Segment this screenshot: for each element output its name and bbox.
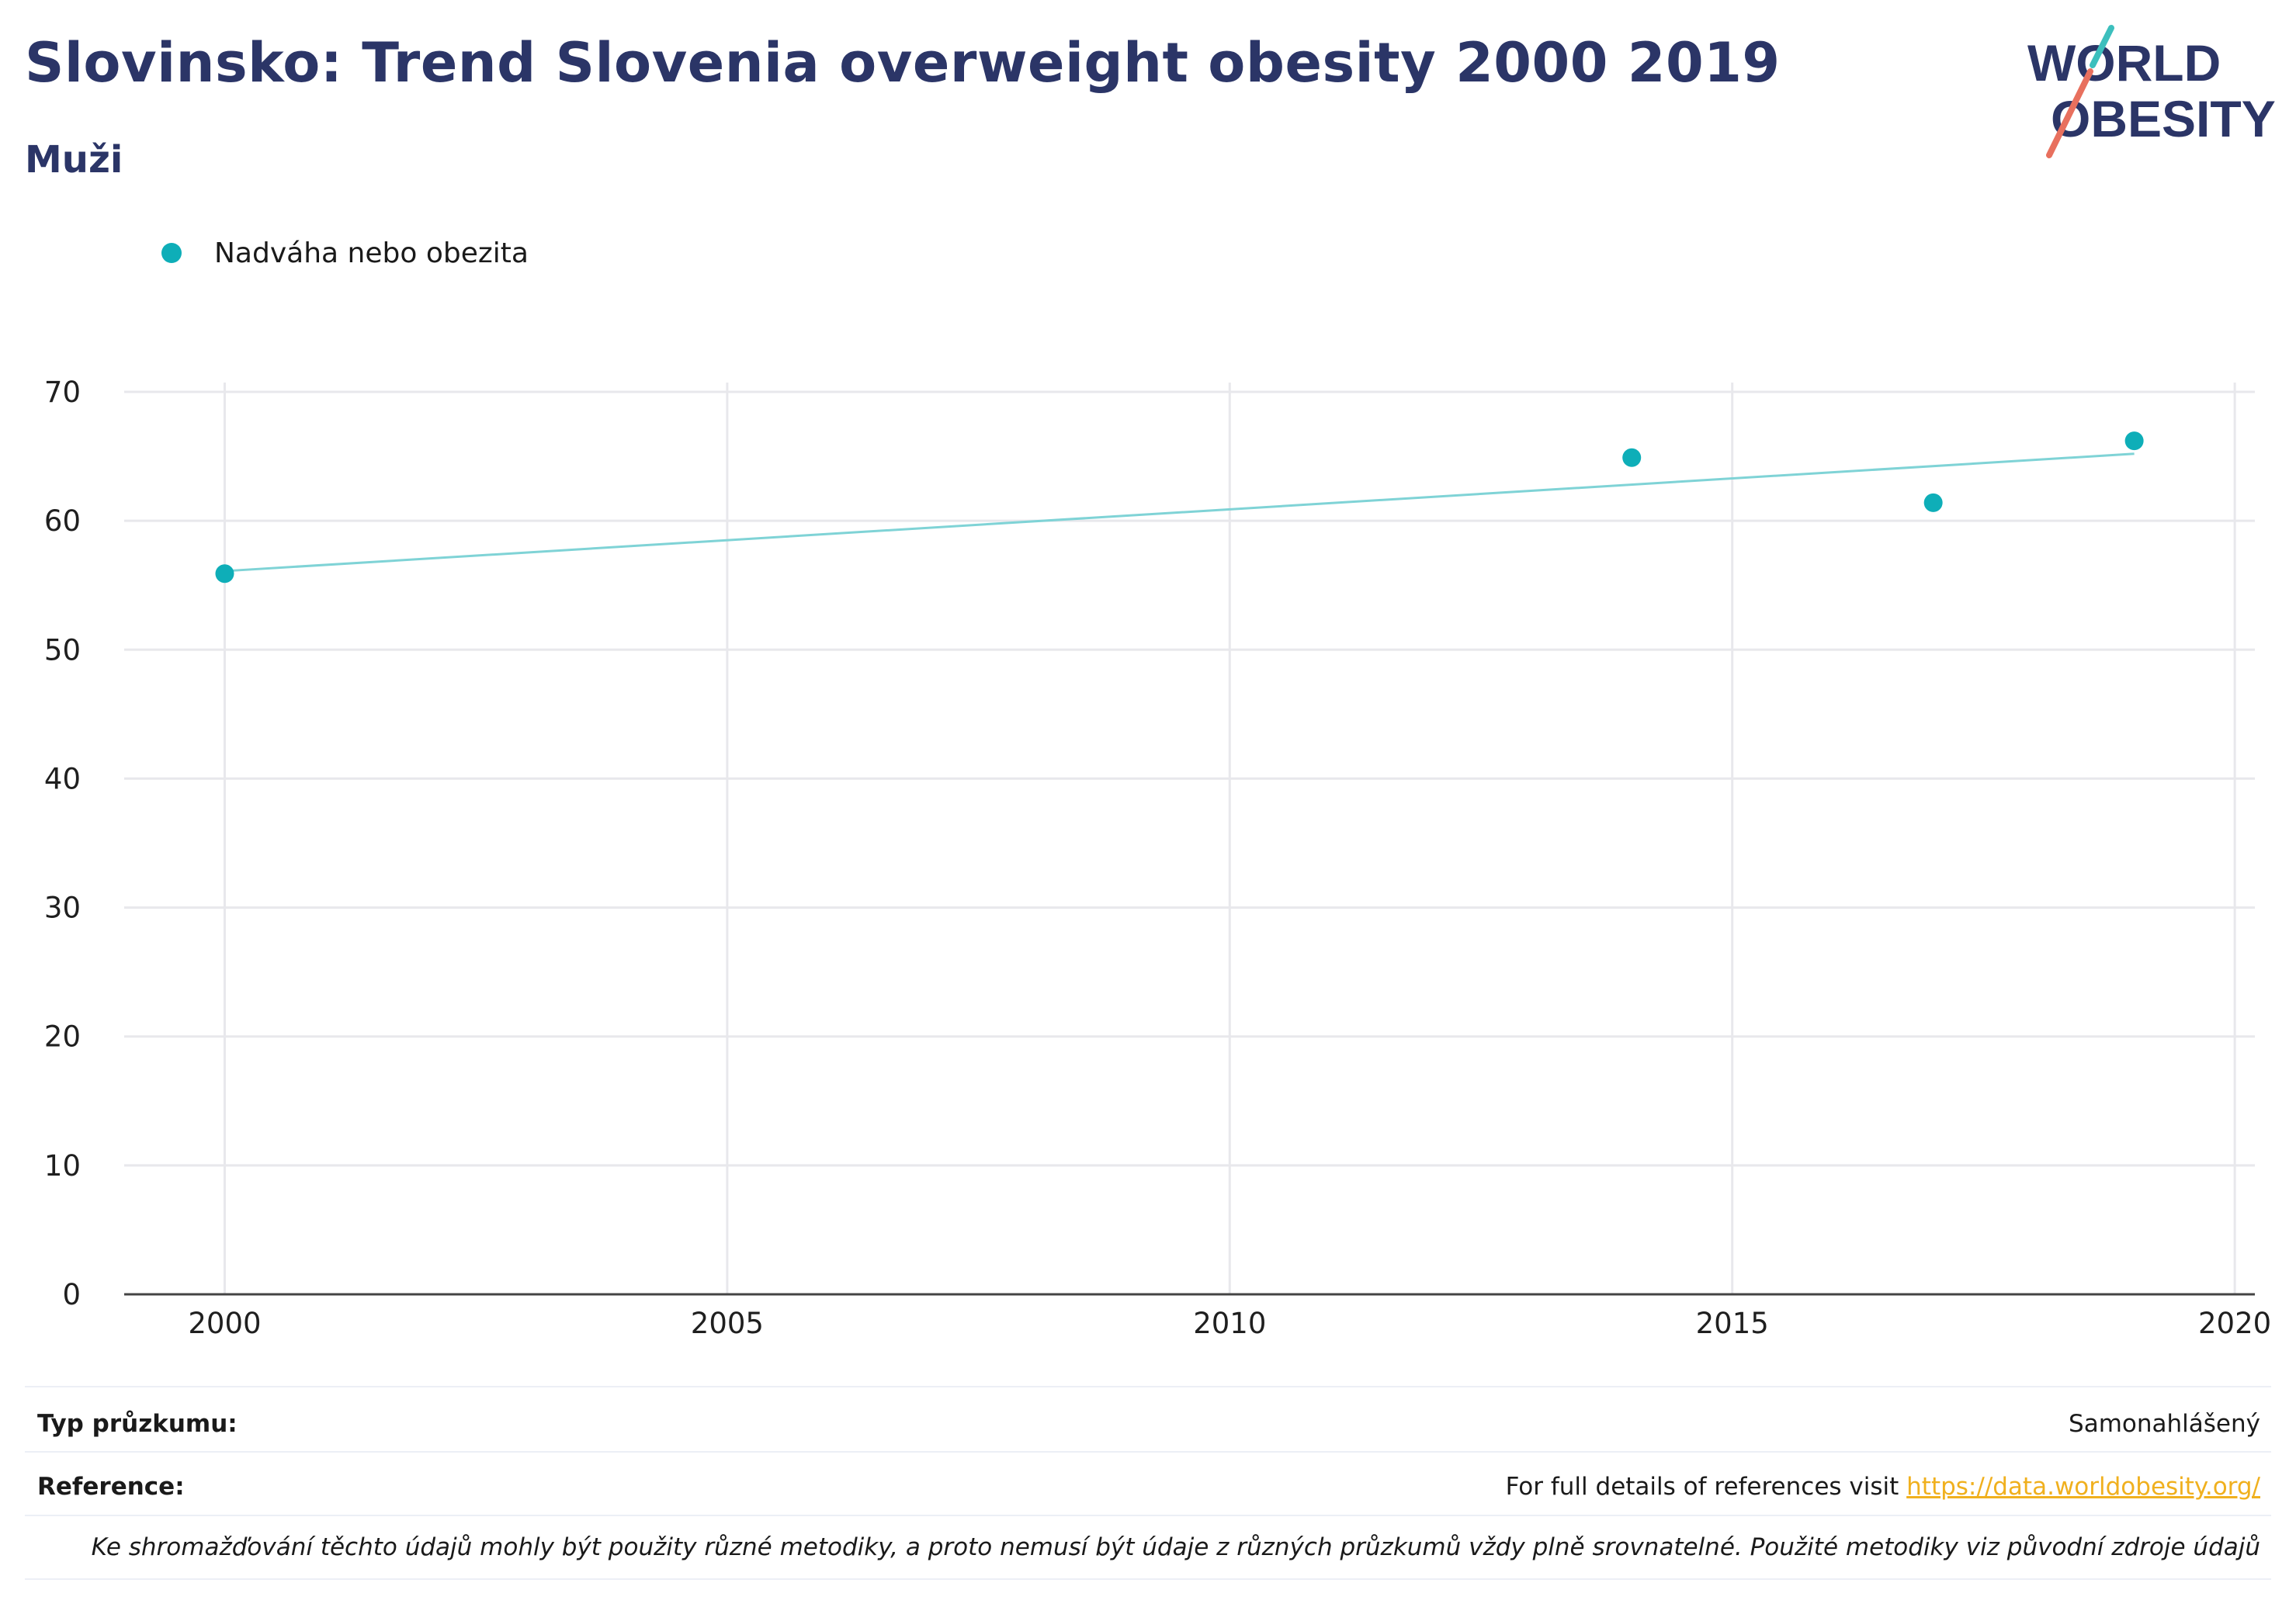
data-point [1923,493,1943,512]
logo-line-2: OBESITY [2051,90,2276,147]
survey-type-value: Samonahlášený [2069,1410,2260,1438]
y-tick-label: 20 [44,1020,81,1054]
world-obesity-logo[interactable]: WORLD OBESITY [2018,22,2282,169]
footer-divider [25,1386,2271,1387]
x-tick-label: 2015 [1696,1307,1769,1335]
legend-marker [161,243,182,263]
y-tick-label: 10 [44,1149,81,1183]
chart-subtitle: Muži [25,138,123,182]
y-tick-label: 40 [44,762,81,795]
y-tick-label: 60 [44,504,81,538]
x-tick-label: 2000 [188,1307,261,1335]
reference-row: Reference: For full details of reference… [37,1467,2260,1507]
world-obesity-logo-graphic: WORLD OBESITY [2027,25,2276,158]
reference-text: For full details of references visit [1505,1473,1907,1501]
data-point [1622,448,1642,467]
logo-teal-slash [2090,25,2114,68]
data-point [2124,431,2144,451]
data-point [215,564,234,584]
reference-value: For full details of references visit htt… [1506,1473,2260,1501]
y-tick-label: 70 [44,376,81,409]
survey-type-label: Typ průzkumu: [37,1410,238,1438]
y-tick-label: 50 [44,633,81,667]
logo-coral-slash [2046,68,2093,158]
survey-type-row: Typ průzkumu: Samonahlášený [37,1405,2260,1443]
trend-line [224,452,2135,573]
footer-divider [25,1515,2271,1516]
reference-label: Reference: [37,1473,185,1501]
y-tick-label: 30 [44,892,81,925]
chart-title: Slovinsko: Trend Slovenia overweight obe… [25,31,1781,95]
logo-line-1: WORLD [2027,34,2221,92]
legend: Nadváha nebo obezita [161,230,529,276]
legend-label[interactable]: Nadváha nebo obezita [214,237,529,269]
methodology-note: Ke shromažďování těchto údajů mohly být … [91,1533,2260,1561]
footer-divider [25,1578,2271,1580]
x-tick-label: 2010 [1193,1307,1266,1335]
scatter-chart: 0 10 20 30 40 50 60 70 2000 2005 2010 2015 2020 [44,376,2271,1335]
footer-divider [25,1451,2271,1453]
x-tick-label: 2005 [691,1307,764,1335]
y-tick-label: 0 [62,1278,81,1311]
reference-link[interactable]: https://data.worldobesity.org/ [1906,1473,2260,1501]
x-tick-label: 2020 [2198,1307,2271,1335]
